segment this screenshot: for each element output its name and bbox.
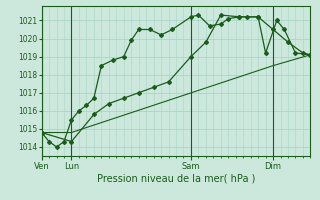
X-axis label: Pression niveau de la mer( hPa ): Pression niveau de la mer( hPa ) (97, 173, 255, 183)
